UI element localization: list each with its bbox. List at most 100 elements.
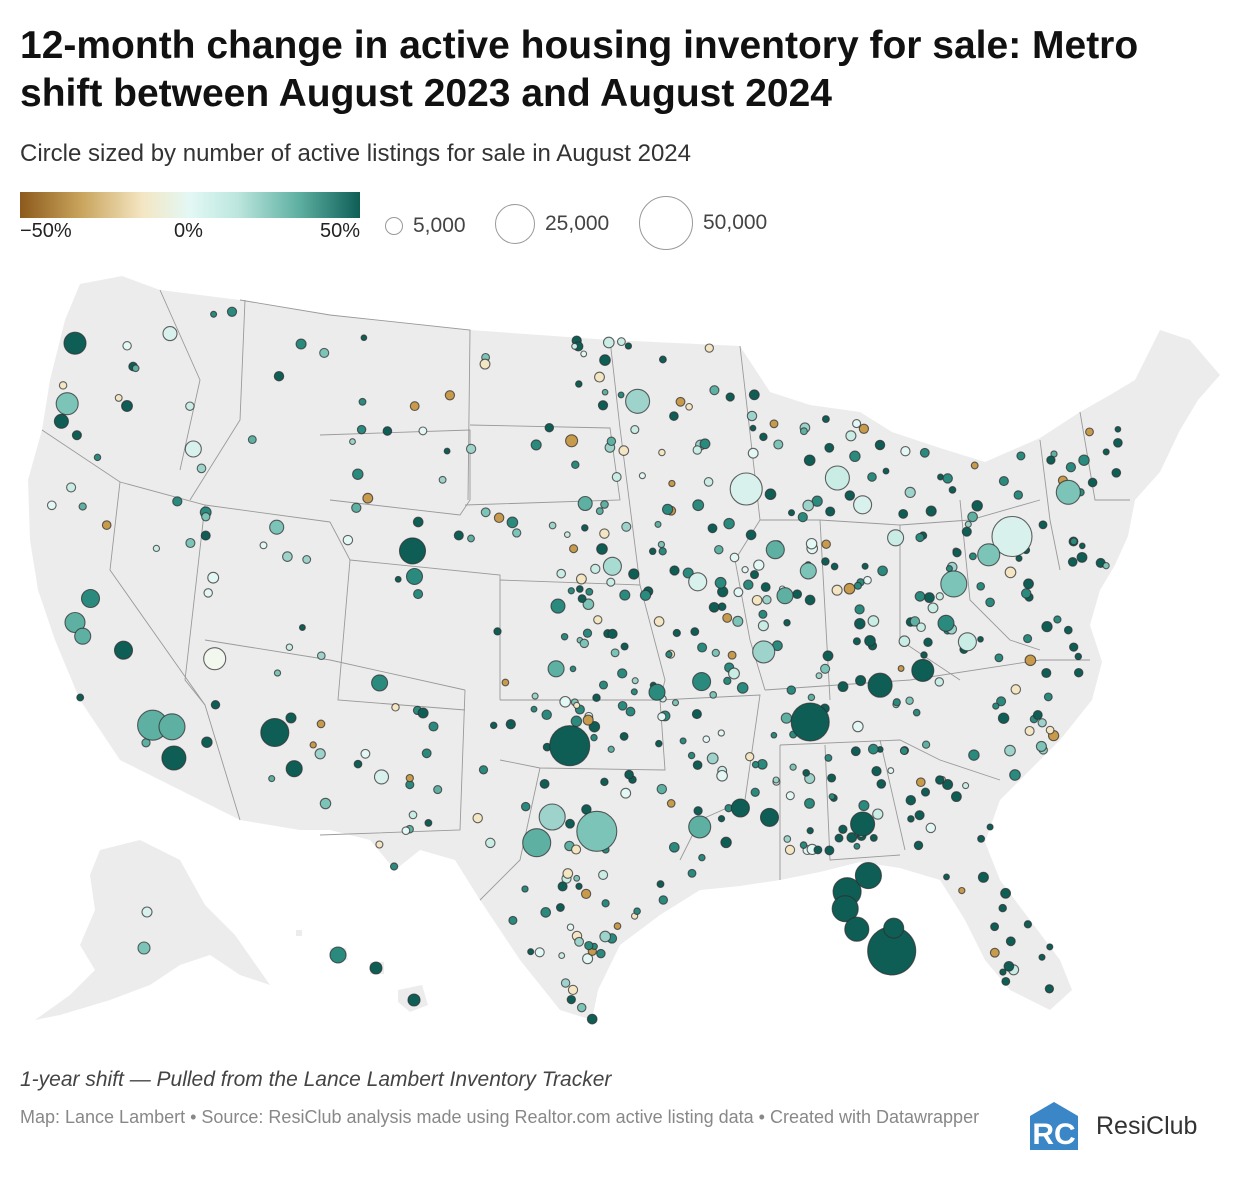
metro-dot[interactable] (729, 472, 763, 506)
metro-dot-small[interactable] (566, 923, 575, 931)
metro-dot-small[interactable] (912, 708, 921, 717)
metro-dot-small[interactable] (418, 426, 428, 436)
metro-dot-small[interactable] (876, 779, 887, 789)
metro-dot-small[interactable] (958, 886, 966, 895)
metro-dot-small[interactable] (1113, 437, 1123, 448)
metro-dot-small[interactable] (582, 598, 595, 611)
metro-dot-small[interactable] (846, 832, 858, 843)
metro-dot-small[interactable] (753, 559, 765, 571)
metro-dot-small[interactable] (185, 401, 195, 411)
metro-dot-small[interactable] (745, 529, 757, 541)
metro-dot-small[interactable] (773, 439, 784, 450)
metro-dot-small[interactable] (892, 698, 901, 707)
metro-dot-small[interactable] (601, 388, 609, 396)
metro-dot[interactable] (285, 760, 303, 778)
metro-dot-small[interactable] (628, 568, 640, 580)
metro-dot-small[interactable] (66, 482, 77, 493)
metro-dot-small[interactable] (58, 381, 68, 390)
metro-dot-small[interactable] (668, 479, 676, 488)
metro-dot[interactable] (883, 917, 905, 939)
metro-dot-small[interactable] (624, 769, 634, 780)
metro-dot-small[interactable] (661, 503, 674, 516)
metro-dot-small[interactable] (505, 719, 516, 730)
metro-dot-small[interactable] (786, 685, 797, 695)
metro-dot-small[interactable] (657, 712, 667, 722)
metro-dot-small[interactable] (914, 591, 926, 602)
metro-dot[interactable] (991, 515, 1033, 558)
metro-dot-small[interactable] (704, 343, 714, 353)
metro-dot-small[interactable] (813, 845, 823, 855)
metro-dot-small[interactable] (541, 709, 552, 721)
metro-dot-small[interactable] (590, 733, 598, 742)
metro-dot-small[interactable] (1102, 448, 1110, 456)
metro-dot-small[interactable] (196, 463, 207, 474)
metro-dot-small[interactable] (909, 616, 921, 627)
metro-dot-small[interactable] (658, 895, 669, 905)
hawaii-metro-dot[interactable] (329, 946, 347, 964)
metro-dot-small[interactable] (295, 338, 307, 350)
metro-dot-small[interactable] (1038, 953, 1046, 961)
metro-dot-small[interactable] (925, 505, 937, 517)
metro-dot-small[interactable] (527, 948, 535, 956)
metro-dot-small[interactable] (433, 785, 443, 795)
metro-dot-small[interactable] (692, 760, 703, 770)
metro-dot-small[interactable] (114, 393, 123, 402)
metro-dot-small[interactable] (802, 499, 815, 512)
metro-dot-small[interactable] (557, 881, 568, 892)
metro-dot-small[interactable] (575, 380, 583, 388)
metro-dot-small[interactable] (319, 347, 330, 358)
metro-dot-small[interactable] (342, 534, 354, 546)
metro-dot-small[interactable] (716, 769, 728, 782)
metro-dot-small[interactable] (576, 1002, 587, 1013)
metro-dot-small[interactable] (405, 773, 414, 783)
metro-dot-small[interactable] (580, 888, 592, 900)
metro-dot-small[interactable] (905, 696, 914, 705)
metro-dot-small[interactable] (611, 472, 622, 482)
metro-dot-small[interactable] (698, 853, 706, 862)
metro-dot-small[interactable] (869, 833, 878, 842)
metro-dot-small[interactable] (899, 746, 909, 756)
metro-dot-small[interactable] (745, 752, 755, 762)
metro-dot-small[interactable] (748, 389, 760, 401)
metro-dot-small[interactable] (1013, 490, 1024, 500)
metro-dot-small[interactable] (582, 628, 593, 638)
metro-dot-small[interactable] (999, 968, 1007, 976)
metro-dot-small[interactable] (633, 907, 641, 916)
metro-dot-small[interactable] (1065, 462, 1077, 473)
metro-dot-small[interactable] (582, 714, 594, 726)
metro-dot[interactable] (688, 572, 708, 592)
metro-dot-small[interactable] (413, 589, 424, 600)
metro-dot-small[interactable] (950, 791, 962, 803)
metro-dot-small[interactable] (844, 490, 856, 501)
metro-dot-small[interactable] (654, 520, 662, 528)
metro-dot-small[interactable] (1114, 425, 1122, 433)
metro-dot-small[interactable] (600, 777, 609, 787)
metro-dot[interactable] (790, 702, 830, 742)
metro-dot-small[interactable] (708, 601, 720, 613)
metro-dot-small[interactable] (994, 653, 1004, 663)
metro-dot[interactable] (549, 725, 591, 767)
metro-dot-small[interactable] (658, 448, 666, 457)
metro-dot-small[interactable] (687, 751, 696, 760)
metro-dot-small[interactable] (943, 873, 950, 881)
metro-dot-small[interactable] (607, 745, 615, 753)
metro-dot-small[interactable] (861, 562, 869, 570)
metro-dot-small[interactable] (562, 868, 574, 879)
metro-dot-small[interactable] (408, 810, 418, 820)
metro-dot-small[interactable] (1078, 542, 1086, 550)
metro-dot-small[interactable] (783, 618, 791, 627)
metro-dot-small[interactable] (658, 547, 667, 556)
metro-dot-small[interactable] (743, 579, 754, 591)
metro-dot-small[interactable] (874, 439, 886, 451)
metro-dot-small[interactable] (595, 507, 604, 516)
resiclub-logo[interactable]: RC ResiClub (1026, 1098, 1197, 1154)
metro-dot-small[interactable] (1016, 451, 1026, 461)
metro-dot-small[interactable] (573, 701, 581, 709)
metro-dot-small[interactable] (992, 702, 1000, 710)
metro-dot-small[interactable] (389, 862, 399, 871)
metro-dot-small[interactable] (824, 845, 835, 856)
metro-dot-small[interactable] (907, 815, 915, 823)
metro-dot[interactable] (55, 392, 79, 416)
metro-dot-small[interactable] (569, 544, 579, 554)
metro-dot-small[interactable] (602, 336, 615, 349)
